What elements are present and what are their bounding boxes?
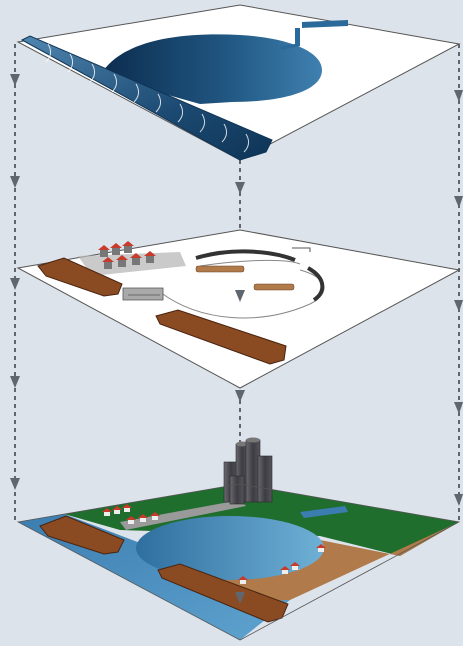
arrow-down-icon bbox=[10, 278, 20, 290]
house bbox=[238, 576, 248, 584]
road bbox=[120, 500, 246, 530]
arrow-down-icon bbox=[454, 494, 463, 506]
sand-houses bbox=[238, 544, 326, 584]
layer-plane-outline bbox=[16, 483, 461, 641]
house bbox=[122, 504, 132, 512]
arrow-down-icon bbox=[235, 592, 245, 604]
house bbox=[280, 566, 290, 574]
arrow-down-icon bbox=[10, 74, 20, 86]
east-wall bbox=[306, 266, 325, 302]
small-structure bbox=[292, 247, 311, 252]
channel bbox=[300, 506, 348, 518]
layer-plane bbox=[16, 229, 461, 389]
crowd-groups bbox=[195, 265, 295, 291]
layer-water-infrastructure bbox=[16, 4, 461, 161]
skyscrapers bbox=[223, 437, 273, 505]
house bbox=[110, 243, 122, 255]
house bbox=[112, 506, 122, 514]
house bbox=[102, 508, 112, 516]
arrow-down-icon bbox=[235, 290, 245, 302]
house bbox=[150, 512, 160, 520]
house bbox=[316, 544, 326, 552]
arrow-down-icon bbox=[10, 478, 20, 490]
house bbox=[290, 562, 300, 570]
house bbox=[138, 514, 148, 522]
north-wall bbox=[195, 249, 296, 262]
arrow-down-icon bbox=[10, 376, 20, 388]
house bbox=[144, 251, 156, 263]
house bbox=[126, 516, 136, 524]
sand-area bbox=[200, 522, 459, 602]
house bbox=[122, 241, 134, 253]
house bbox=[116, 255, 128, 267]
house bbox=[102, 257, 114, 269]
pier bbox=[122, 287, 164, 301]
lake bbox=[136, 516, 324, 580]
embankment-west bbox=[37, 257, 123, 297]
reservoir-basin bbox=[100, 34, 322, 104]
embankment-south bbox=[155, 309, 287, 365]
arrow-down-icon bbox=[235, 390, 245, 402]
arrow-down-icon bbox=[454, 402, 463, 414]
city-houses bbox=[102, 504, 160, 524]
house bbox=[98, 245, 110, 257]
embankment-south bbox=[157, 563, 289, 623]
houses bbox=[98, 241, 156, 269]
layer-city-surface bbox=[16, 437, 461, 641]
arrow-down-icon bbox=[454, 196, 463, 208]
layer-development-plan bbox=[16, 229, 461, 389]
arrow-down-icon bbox=[454, 300, 463, 312]
crowd-group bbox=[253, 283, 295, 291]
embankment-west bbox=[39, 515, 125, 555]
arrow-down-icon bbox=[235, 182, 245, 194]
crowd-group bbox=[195, 265, 245, 273]
arrow-down-icon bbox=[10, 176, 20, 188]
tunnel-intake bbox=[20, 35, 273, 161]
inner-outline bbox=[199, 259, 301, 267]
outflow-channel bbox=[280, 20, 348, 50]
connector-arrowheads bbox=[10, 74, 463, 604]
arrow-down-icon bbox=[454, 90, 463, 102]
house bbox=[130, 253, 142, 265]
